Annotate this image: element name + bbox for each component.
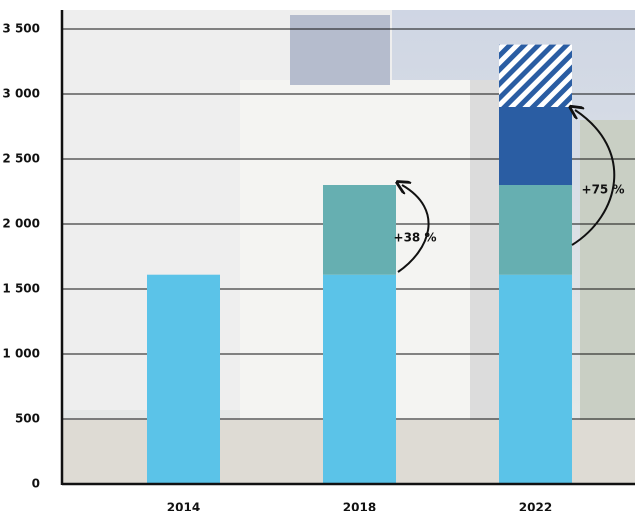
annotation: +75 % [582,183,625,197]
bar-segment [323,185,396,275]
x-tick-label: 2014 [167,501,200,511]
y-tick-label: 500 [15,412,40,426]
bar-segment [499,274,572,484]
y-tick-label: 2 500 [2,152,40,166]
x-tick-label: 2022 [519,501,552,511]
y-tick-label: 0 [32,477,40,491]
bar-segment [147,274,220,484]
x-tick-label: 2018 [343,501,376,511]
bar-segment [499,185,572,275]
growth-arrow [572,110,616,246]
bar-segment [499,107,572,185]
y-tick-label: 3 500 [2,22,40,36]
y-tick-label: 3 000 [2,87,40,101]
bar-segment [323,274,396,484]
bar-segment [499,44,572,107]
growth-arrow [398,185,430,273]
annotation: +38 % [394,231,437,245]
y-tick-label: 1 000 [2,347,40,361]
y-tick-label: 1 500 [2,282,40,296]
y-tick-label: 2 000 [2,217,40,231]
